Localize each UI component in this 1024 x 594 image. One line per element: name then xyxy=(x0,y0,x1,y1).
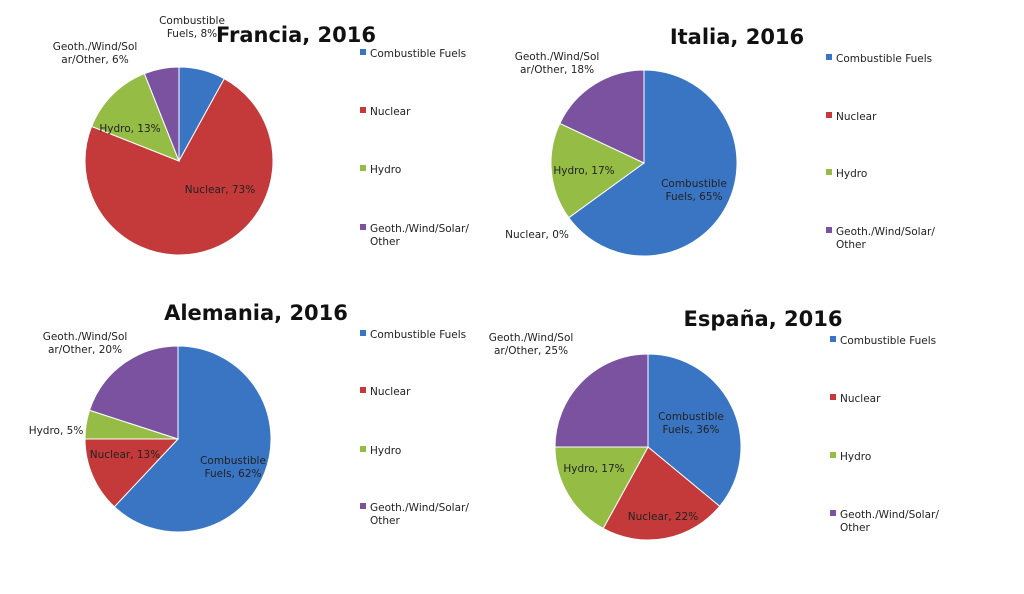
legend-entry: Hydro xyxy=(840,451,871,463)
pie-chart-panel: Italia, 2016 Combustible Fuels, 65% Nuclear… xyxy=(505,25,935,257)
data-label: Hydro, 13% xyxy=(99,123,160,135)
legend-entry: Nuclear xyxy=(370,106,411,118)
legend-swatch xyxy=(830,336,836,342)
legend-entry: Combustible Fuels xyxy=(370,48,466,60)
pie-slice xyxy=(559,69,645,164)
legend-swatch xyxy=(826,54,832,60)
legend-swatch xyxy=(360,503,366,509)
legend-entry: Hydro xyxy=(836,168,867,180)
data-label: Combustible Fuels, 36% xyxy=(658,411,724,436)
data-label: Combustible Fuels, 62% xyxy=(200,455,266,480)
legend-swatch xyxy=(826,112,832,118)
legend-entry: Geoth./Wind/Solar/Other xyxy=(370,502,469,527)
legend-entry: Geoth./Wind/Solar/Other xyxy=(836,226,935,251)
pie-chart-panel: España, 2016 Combustible Fuels, 36% Nuclear… xyxy=(489,307,939,541)
legend-entry: Nuclear xyxy=(836,111,877,123)
data-label: Nuclear, 22% xyxy=(628,511,698,523)
pie-slice xyxy=(88,345,179,440)
chart-title: Alemania, 2016 xyxy=(164,301,348,325)
legend-entry: Nuclear xyxy=(840,393,881,405)
legend-swatch xyxy=(360,387,366,393)
data-label: Geoth./Wind/Sol ar/Other, 25% xyxy=(489,332,574,357)
pie-slice xyxy=(568,69,738,257)
data-label: Hydro, 17% xyxy=(563,463,624,475)
legend-swatch xyxy=(360,165,366,171)
legend-swatch xyxy=(360,49,366,55)
data-label: Combustible Fuels, 65% xyxy=(661,178,727,203)
data-label: Geoth./Wind/Sol ar/Other, 20% xyxy=(43,331,128,356)
data-label: Hydro, 17% xyxy=(553,165,614,177)
legend-entry: Hydro xyxy=(370,445,401,457)
pie-slice xyxy=(554,353,649,448)
data-label: Geoth./Wind/Sol ar/Other, 6% xyxy=(53,41,138,66)
legend-swatch xyxy=(360,446,366,452)
legend-entry: Combustible Fuels xyxy=(370,329,466,341)
legend-swatch xyxy=(830,394,836,400)
data-label: Geoth./Wind/Sol ar/Other, 18% xyxy=(515,51,600,76)
pie-slice xyxy=(113,345,272,533)
data-label: Nuclear, 73% xyxy=(185,184,255,196)
chart-title: Francia, 2016 xyxy=(216,23,376,47)
legend-entry: Geoth./Wind/Solar/Other xyxy=(370,223,469,248)
pie-slice xyxy=(84,438,180,508)
chart-title: España, 2016 xyxy=(684,307,843,331)
legend-swatch xyxy=(360,107,366,113)
data-label: Nuclear, 0% xyxy=(505,229,569,241)
legend-swatch xyxy=(360,330,366,336)
data-label: Hydro, 5% xyxy=(29,425,84,437)
pie-slice xyxy=(84,77,274,256)
legend-entry: Combustible Fuels xyxy=(840,335,936,347)
legend-swatch xyxy=(830,452,836,458)
legend-swatch xyxy=(826,227,832,233)
pie-slice xyxy=(647,353,742,507)
legend-entry: Nuclear xyxy=(370,386,411,398)
data-label: Nuclear, 13% xyxy=(90,449,160,461)
legend-swatch xyxy=(826,169,832,175)
data-label: Combustible Fuels, 8% xyxy=(159,15,225,40)
legend-swatch xyxy=(360,224,366,230)
pie-slice xyxy=(554,446,649,530)
pie-slice xyxy=(602,446,721,541)
legend-entry: Geoth./Wind/Solar/Other xyxy=(840,509,939,534)
pie-slice xyxy=(90,72,180,162)
chart-title: Italia, 2016 xyxy=(670,25,804,49)
pie-slice xyxy=(143,66,180,162)
legend-swatch xyxy=(830,510,836,516)
pie-chart-panel: Alemania, 2016 Combustible Fuels, 62% Nucle… xyxy=(29,301,469,533)
legend-entry: Combustible Fuels xyxy=(836,53,932,65)
pie-slice xyxy=(550,122,645,219)
legend-entry: Hydro xyxy=(370,164,401,176)
